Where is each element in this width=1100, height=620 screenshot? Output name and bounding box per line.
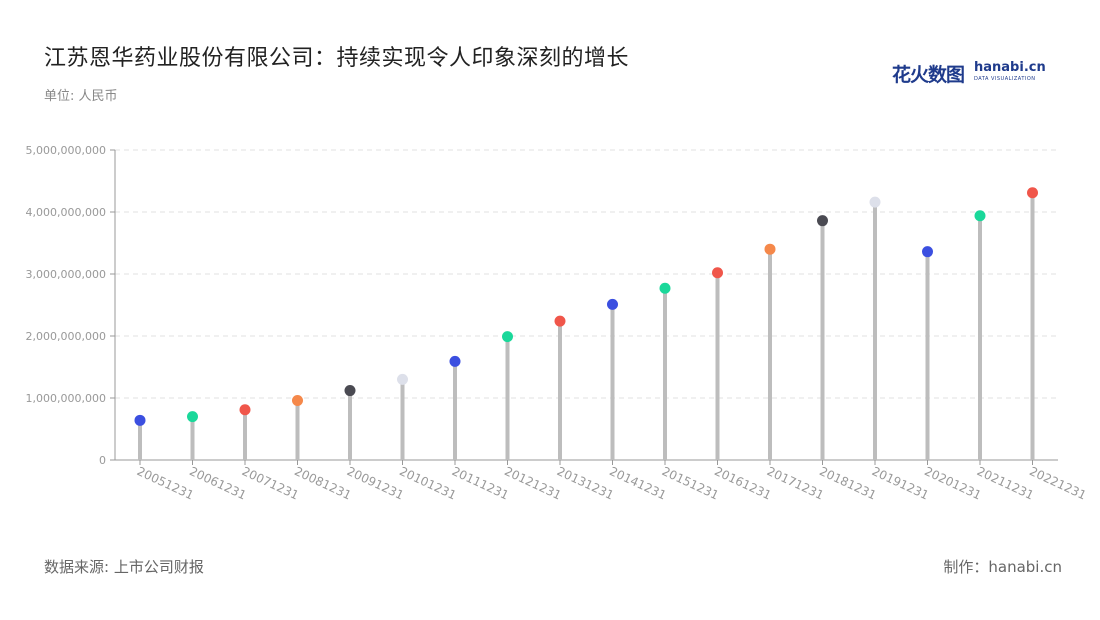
data-point [292, 394, 303, 406]
data-point [659, 282, 671, 294]
x-tick-label: 20181231 [817, 464, 878, 503]
data-point [554, 315, 566, 327]
data-point [1027, 187, 1038, 199]
data-point [869, 196, 881, 208]
data-point [974, 210, 986, 222]
x-tick-label: 20131231 [555, 464, 616, 503]
data-point [712, 267, 723, 279]
data-point [607, 298, 618, 310]
x-tick-label: 20191231 [870, 464, 931, 503]
chart-title: 江苏恩华药业股份有限公司：持续实现令人印象深刻的增长 [44, 46, 630, 71]
data-point [817, 215, 828, 227]
x-tick-label: 20081231 [292, 464, 353, 503]
y-tick-label: 1,000,000,000 [26, 392, 106, 405]
x-tick-label: 20091231 [345, 464, 406, 503]
data-point [922, 246, 933, 258]
x-tick-label: 20141231 [607, 464, 668, 503]
data-point [344, 385, 356, 397]
logo-cn-text: 花火数图 [892, 64, 965, 86]
logo-en-text: hanabi.cn [974, 60, 1046, 75]
x-tick-label: 20211231 [975, 464, 1036, 503]
y-tick-label: 0 [99, 454, 106, 467]
x-tick-label: 20171231 [765, 464, 826, 503]
y-tick-label: 5,000,000,000 [26, 144, 106, 157]
x-tick-label: 20061231 [187, 464, 248, 503]
data-point [764, 243, 776, 255]
hanabi-logo: 花火数图 hanabi.cn DATA VISUALIZATION [892, 58, 1046, 86]
unit-label: 单位: 人民币 [44, 89, 118, 104]
x-tick-label: 20051231 [135, 464, 196, 503]
data-point [239, 404, 251, 416]
data-point [134, 414, 146, 426]
x-tick-label: 20111231 [450, 464, 511, 503]
data-point [502, 331, 513, 343]
y-tick-label: 4,000,000,000 [26, 206, 106, 219]
x-tick-label: 20221231 [1027, 464, 1088, 503]
data-point [449, 355, 461, 367]
x-tick-label: 20101231 [397, 464, 458, 503]
y-tick-label: 2,000,000,000 [26, 330, 106, 343]
x-tick-label: 20161231 [712, 464, 773, 503]
x-tick-label: 20151231 [660, 464, 721, 503]
data-point [397, 373, 408, 385]
x-tick-label: 20121231 [502, 464, 563, 503]
logo-sub-text: DATA VISUALIZATION [974, 76, 1036, 82]
source-label: 数据来源: 上市公司财报 [44, 558, 204, 576]
x-tick-label: 20201231 [922, 464, 983, 503]
credit-label: 制作：hanabi.cn [943, 558, 1062, 576]
x-tick-label: 20071231 [240, 464, 301, 503]
y-tick-label: 3,000,000,000 [26, 268, 106, 281]
data-point [187, 411, 198, 423]
